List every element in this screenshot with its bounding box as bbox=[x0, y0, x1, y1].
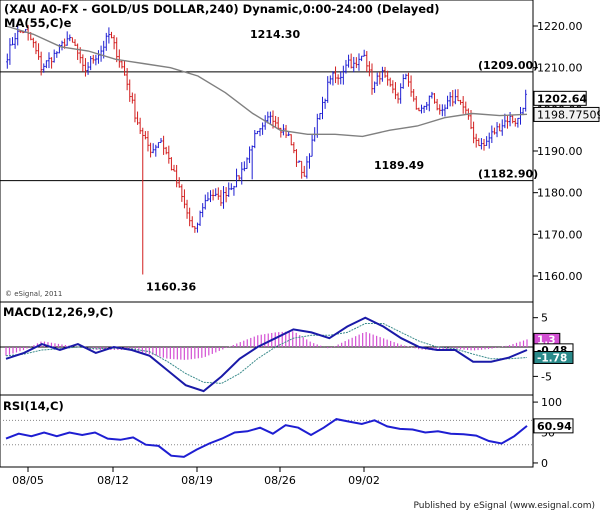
chart-title: (XAU A0-FX - GOLD/US DOLLAR,240) Dynamic… bbox=[4, 2, 440, 16]
rsi-label: RSI(14,C) bbox=[3, 399, 64, 413]
price-annotation: 1189.49 bbox=[374, 159, 424, 172]
rsi-ytick-label: 0 bbox=[541, 457, 548, 470]
price-annotation: (1182.90) bbox=[478, 168, 538, 181]
price-value-badge bbox=[533, 106, 600, 122]
price-ytick-label: 1180.00 bbox=[537, 187, 583, 200]
rsi-badges: 60.94 bbox=[533, 418, 574, 434]
price-y-axis: 1160.001170.001180.001190.001200.001210.… bbox=[533, 20, 583, 283]
rsi-line bbox=[5, 418, 528, 458]
macd-panel: 50-5 1.3-0.48-1.78 MACD(12,26,9,C) bbox=[0, 301, 574, 396]
rsi-ytick-label: 100 bbox=[541, 396, 562, 409]
price-grid bbox=[0, 71, 533, 182]
price-ytick-label: 1160.00 bbox=[537, 270, 583, 283]
macd-value-badge-label: -1.78 bbox=[537, 352, 567, 364]
price-value-badge bbox=[533, 90, 587, 106]
price-ytick-label: 1170.00 bbox=[537, 228, 583, 241]
rsi-value-badge bbox=[533, 418, 574, 434]
rsi-value-badge-label: 60.94 bbox=[537, 420, 572, 433]
ma-legend-label: MA(55,C)e bbox=[4, 16, 72, 30]
price-ytick-label: 1190.00 bbox=[537, 145, 583, 158]
x-tick-label: 08/19 bbox=[181, 474, 213, 487]
price-annotation: (1209.00) bbox=[478, 59, 538, 72]
x-tick-label: 09/02 bbox=[348, 474, 380, 487]
watermark: © eSignal, 2011 bbox=[5, 290, 62, 298]
x-tick-label: 08/12 bbox=[97, 474, 129, 487]
macd-line bbox=[5, 316, 528, 393]
ma-line bbox=[5, 25, 528, 138]
price-value-badge-label: 1198.77509 bbox=[537, 108, 600, 121]
macd-histogram bbox=[5, 331, 528, 360]
price-annotation: 1160.36 bbox=[146, 281, 196, 294]
macd-ytick-label: -5 bbox=[541, 370, 552, 383]
x-tick-label: 08/26 bbox=[264, 474, 296, 487]
price-value-badge-label: 1202.64 bbox=[537, 92, 587, 105]
price-candles[interactable] bbox=[6, 25, 527, 275]
rsi-panel: 100500 60.94 RSI(14,C) bbox=[0, 394, 574, 470]
macd-signal-line bbox=[5, 323, 528, 384]
x-axis: 08/05 08/12 08/19 08/26 09/02 bbox=[0, 466, 533, 487]
price-plot-frame bbox=[0, 0, 534, 303]
price-annotation: 1214.30 bbox=[250, 28, 300, 41]
publisher-credit: Published by eSignal (www.esignal.com) bbox=[413, 501, 595, 511]
footer-bar bbox=[0, 491, 600, 511]
price-ytick-label: 1210.00 bbox=[537, 62, 583, 75]
price-badges: 1202.64 1198.77509 bbox=[533, 90, 600, 122]
macd-value-badge bbox=[533, 350, 574, 364]
macd-ytick-label: 5 bbox=[541, 312, 548, 325]
price-ytick-label: 1220.00 bbox=[537, 20, 583, 33]
macd-label: MACD(12,26,9,C) bbox=[3, 305, 113, 319]
x-tick-label: 08/05 bbox=[12, 474, 44, 487]
macd-badges: 1.3-0.48-1.78 bbox=[533, 332, 574, 364]
rsi-grid bbox=[0, 419, 533, 446]
price-panel: 1160.001170.001180.001190.001200.001210.… bbox=[0, 0, 600, 303]
price-annotations: 1214.30 (1209.00) 1189.49 (1182.90) 1160.36 bbox=[146, 28, 538, 294]
